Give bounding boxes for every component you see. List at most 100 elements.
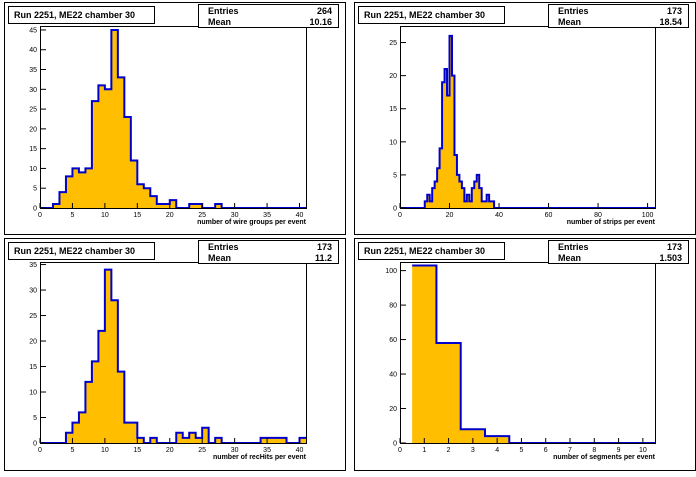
x-tick-label: 100	[642, 212, 654, 219]
histogram-bin	[196, 204, 202, 208]
y-tick-label: 10	[29, 166, 37, 173]
stats-mean-label: Mean	[558, 17, 581, 27]
y-tick-label: 30	[29, 288, 37, 295]
histogram-bin	[477, 175, 479, 208]
histogram-panel: 0 5 10 15 20 25 30 35 40 0 5 10 15 20 25 30 35 40 45 number…	[4, 2, 346, 235]
x-tick-label: 6	[544, 447, 548, 454]
histogram-bin	[425, 201, 427, 208]
x-tick-label: 35	[263, 447, 271, 454]
x-axis-label: number of segments per event	[553, 454, 656, 461]
y-tick-label: 80	[389, 303, 397, 310]
histogram-bin	[98, 85, 104, 208]
plot-frame-top	[40, 262, 307, 444]
x-tick-label: 0	[38, 447, 42, 454]
y-tick-label: 5	[33, 415, 37, 422]
x-tick-label: 30	[231, 212, 239, 219]
y-tick-label: 30	[29, 87, 37, 94]
histogram-bin	[72, 168, 78, 208]
histogram-bin	[53, 204, 59, 208]
y-tick-label: 0	[33, 206, 37, 213]
histogram-bin	[487, 195, 489, 208]
stats-entries-value: 264	[317, 6, 332, 16]
histogram-bin	[92, 361, 98, 443]
histogram-bin	[437, 168, 439, 208]
stats-box	[548, 4, 689, 28]
histogram-bin	[454, 155, 456, 208]
chart-title: Run 2251, ME22 chamber 30	[14, 10, 135, 20]
chart-title: Run 2251, ME22 chamber 30	[364, 246, 485, 256]
histogram-bin	[163, 204, 169, 208]
y-tick-label: 35	[29, 262, 37, 269]
histogram-bin	[427, 195, 429, 208]
stats-box	[198, 240, 339, 264]
y-tick-label: 10	[29, 390, 37, 397]
histogram-bin	[459, 182, 461, 208]
histogram-bin	[170, 200, 176, 208]
histogram-bin	[452, 76, 454, 208]
histogram-bin	[92, 101, 98, 208]
x-tick-label: 25	[198, 212, 206, 219]
y-tick-label: 0	[393, 441, 397, 448]
stats-entries-label: Entries	[558, 242, 589, 252]
stats-mean-label: Mean	[558, 253, 581, 263]
histogram-bin	[447, 95, 449, 208]
histogram-bin	[150, 196, 156, 208]
x-tick-label: 0	[398, 212, 402, 219]
x-tick-label: 30	[231, 447, 239, 454]
stats-mean-label: Mean	[208, 17, 231, 27]
y-tick-label: 40	[29, 47, 37, 54]
x-tick-label: 80	[594, 212, 602, 219]
histogram-bin	[79, 172, 85, 208]
y-tick-label: 0	[33, 441, 37, 448]
histogram-bin	[137, 184, 143, 208]
title-box	[358, 242, 505, 260]
y-tick-label: 20	[29, 339, 37, 346]
histogram-bin	[66, 433, 72, 443]
title-box	[8, 242, 155, 260]
histogram-bin	[472, 188, 474, 208]
histogram-bin	[79, 412, 85, 443]
x-tick-label: 60	[545, 212, 553, 219]
histogram-bin	[176, 433, 182, 443]
histogram-bin	[137, 438, 143, 443]
stats-mean-value: 10.16	[309, 17, 332, 27]
histogram-bin	[215, 438, 221, 443]
y-tick-label: 60	[389, 337, 397, 344]
histogram-bin	[85, 382, 91, 443]
x-tick-label: 25	[198, 447, 206, 454]
x-axis-label: number of strips per event	[567, 219, 656, 226]
histogram-bin	[59, 192, 65, 208]
histogram-bin	[105, 270, 111, 443]
histogram-bin	[202, 428, 208, 443]
x-tick-label: 10	[101, 447, 109, 454]
histogram-bin	[111, 300, 117, 443]
histogram-bin	[131, 161, 137, 208]
y-tick-label: 25	[29, 107, 37, 114]
histogram-bin	[124, 117, 130, 208]
histogram-bin	[144, 188, 150, 208]
x-tick-label: 9	[617, 447, 621, 454]
x-axis-label: number of recHits per event	[213, 454, 307, 461]
x-tick-label: 5	[70, 447, 74, 454]
histogram-fill	[400, 35, 655, 208]
histogram-bin	[436, 343, 460, 443]
histogram-bin	[440, 148, 442, 208]
histogram-bin	[150, 438, 156, 443]
histogram-bin	[457, 175, 459, 208]
stats-mean-value: 18.54	[659, 17, 682, 27]
y-tick-label: 25	[29, 313, 37, 320]
histogram-bin	[435, 182, 437, 208]
plot-frame-top	[400, 262, 656, 444]
x-tick-label: 3	[471, 447, 475, 454]
x-tick-label: 15	[133, 212, 141, 219]
y-tick-label: 5	[33, 186, 37, 193]
histogram-bin	[111, 30, 117, 208]
stats-mean-value: 11.2	[315, 253, 332, 263]
histogram-panel: 0 20 40 60 80 100 0 5 10 15 20 25 number of strips p…	[354, 2, 696, 235]
x-tick-label: 20	[446, 212, 454, 219]
y-tick-label: 100	[385, 268, 397, 275]
y-tick-label: 15	[389, 106, 397, 113]
x-tick-label: 2	[447, 447, 451, 454]
y-tick-label: 10	[389, 139, 397, 146]
